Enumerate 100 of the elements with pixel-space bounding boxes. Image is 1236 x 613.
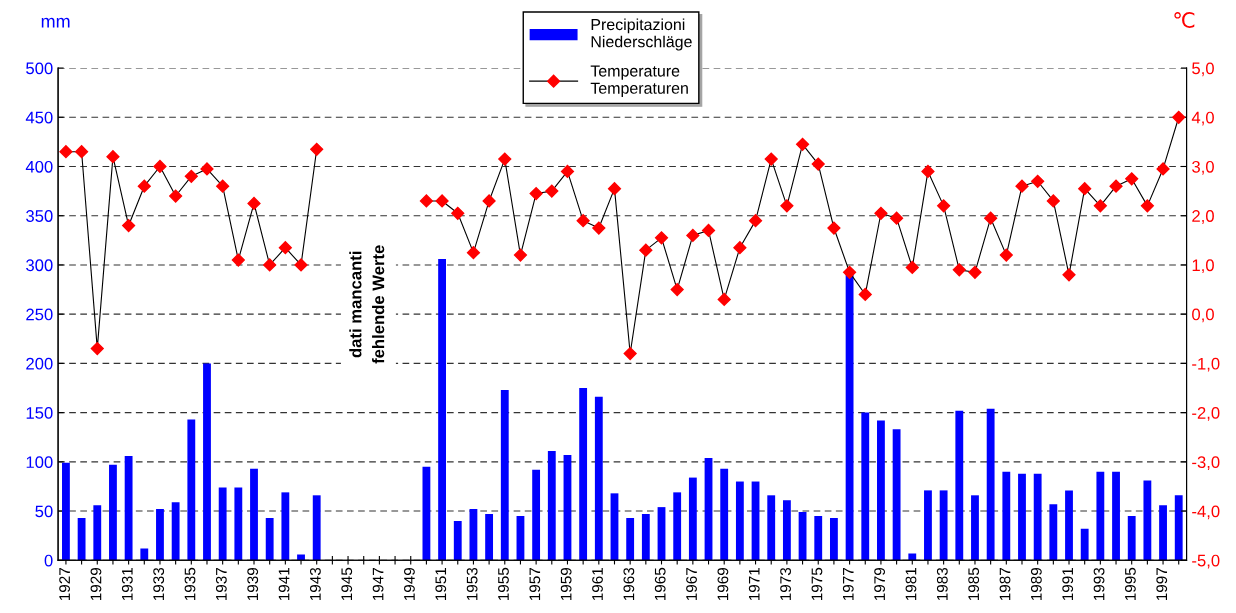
x-tick-label: 1961 <box>592 567 603 601</box>
bar <box>312 495 321 561</box>
bar <box>140 548 149 561</box>
bar <box>1033 473 1042 561</box>
y2-axis-title: ℃ <box>1174 12 1195 28</box>
bar <box>908 553 917 561</box>
bar <box>688 477 697 561</box>
y2-tick-label: 4,0 <box>1191 111 1214 126</box>
x-tick-label: 1977 <box>842 567 854 601</box>
y-tick-label: 50 <box>35 505 53 518</box>
y2-tick-label: -1,0 <box>1192 357 1220 372</box>
y-tick-label: 200 <box>26 357 53 370</box>
x-tick-label: 1969 <box>717 567 729 601</box>
bar <box>955 410 964 561</box>
x-tick-label: 1991 <box>1062 567 1074 601</box>
bar <box>1096 471 1105 561</box>
x-tick-label: 1973 <box>780 567 791 601</box>
bar <box>782 500 791 561</box>
y-tick-label: 300 <box>26 259 53 272</box>
annotation: dati mancanti fehlende Werte <box>349 245 385 364</box>
x-tick-label: 1953 <box>466 567 478 601</box>
y-tick-label: 0 <box>44 554 53 567</box>
y2-tick-label: -5,0 <box>1192 554 1220 569</box>
x-tick-label: 1997 <box>1156 567 1168 601</box>
y-tick-label: 250 <box>26 308 53 321</box>
bar <box>234 487 243 561</box>
bar <box>281 492 290 561</box>
x-tick-label: 1955 <box>498 567 509 601</box>
x-tick-label: 1983 <box>936 567 948 601</box>
y2-tick-label: -3,0 <box>1192 456 1220 471</box>
bar <box>579 388 588 561</box>
bar <box>892 429 901 561</box>
x-tick-label: 1975 <box>811 567 823 601</box>
bar <box>453 520 462 561</box>
x-tick-label: 1951 <box>435 567 447 601</box>
y2-tick-label: 5,0 <box>1192 62 1214 77</box>
bar <box>1127 515 1136 561</box>
y2-tick-label: 2,0 <box>1192 210 1214 224</box>
x-tick-label: 1971 <box>748 567 760 601</box>
bar <box>109 464 117 561</box>
x-tick-label: 1947 <box>372 567 384 601</box>
bar <box>924 490 932 561</box>
bar <box>438 259 446 561</box>
x-tick-label: 1981 <box>905 567 917 601</box>
x-tick-label: 1957 <box>529 567 541 601</box>
bar <box>62 462 70 561</box>
y-tick-label: 450 <box>25 111 53 124</box>
bar <box>1112 471 1120 561</box>
x-tick-label: 1987 <box>999 567 1011 601</box>
bar <box>124 455 133 561</box>
bar <box>203 363 211 561</box>
bar <box>1159 505 1167 561</box>
bar <box>187 419 196 561</box>
x-tick-label: 1985 <box>968 567 980 601</box>
y-tick-label: 500 <box>26 62 53 75</box>
bar <box>422 466 431 561</box>
y-axis-title: mm <box>41 17 70 28</box>
x-tick-label: 1959 <box>560 567 572 601</box>
x-tick-label: 1931 <box>121 567 133 601</box>
bar <box>626 517 635 561</box>
x-tick-label: 1965 <box>654 567 666 601</box>
bar <box>1143 480 1152 561</box>
x-tick-label: 1927 <box>59 567 71 601</box>
x-tick-label: 1949 <box>404 567 415 601</box>
x-tick-label: 1945 <box>341 567 353 601</box>
bar <box>297 554 305 561</box>
x-tick-label: 1963 <box>623 567 635 601</box>
bar <box>485 514 494 561</box>
x-tick-label: 1979 <box>874 567 886 601</box>
bar <box>814 515 823 561</box>
x-tick-label: 1935 <box>184 567 196 601</box>
x-tick-label: 1995 <box>1124 567 1136 601</box>
bar <box>218 487 227 561</box>
bar <box>1002 471 1011 561</box>
bar <box>532 469 541 561</box>
x-tick-label: 1967 <box>686 567 697 601</box>
bar <box>500 389 509 561</box>
bar <box>877 420 885 561</box>
x-tick-label: 1939 <box>247 567 259 601</box>
bar <box>735 481 744 561</box>
y-tick-label: 350 <box>26 210 53 222</box>
bar <box>720 468 729 561</box>
x-tick-label: 1937 <box>215 567 227 601</box>
bar <box>156 509 164 561</box>
y-tick-label: 100 <box>26 456 53 469</box>
bar <box>93 505 102 561</box>
bar <box>673 492 682 561</box>
bar <box>767 495 776 561</box>
bar <box>547 451 556 561</box>
bar <box>939 490 948 561</box>
y2-tick-label: -2,0 <box>1192 407 1220 421</box>
bar <box>1065 490 1073 561</box>
bar <box>1080 528 1089 561</box>
y2-tick-label: -4,0 <box>1192 505 1220 520</box>
bar <box>265 517 274 561</box>
x-tick-label: 1941 <box>278 567 290 601</box>
y2-tick-label: 0,0 <box>1192 308 1214 323</box>
legend-label: Precipitazioni Niederschläge <box>591 18 692 51</box>
x-tick-label: 1989 <box>1030 567 1042 601</box>
bar <box>830 517 838 561</box>
